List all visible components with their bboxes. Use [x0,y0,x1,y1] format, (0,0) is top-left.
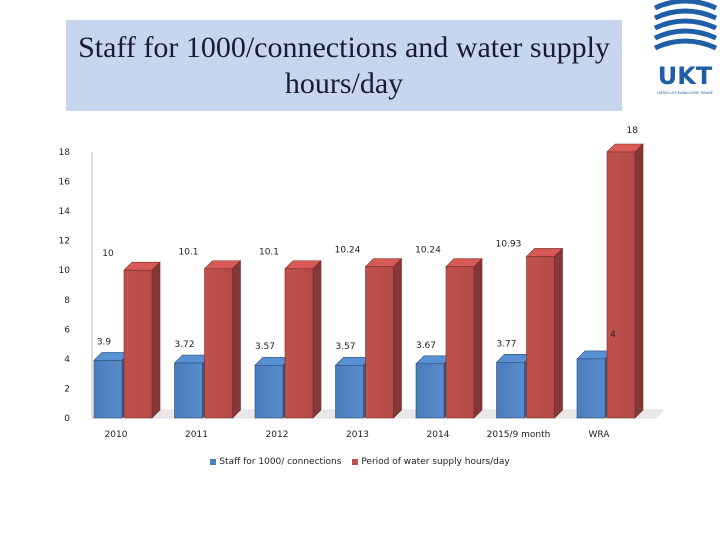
data-label: 10.93 [496,239,522,249]
bar-side [232,260,241,419]
legend-item-staff: Staff for 1000/ connections [210,457,341,467]
bar-supply-hours [123,269,153,419]
bar-supply-hours [284,268,314,419]
data-label: 4 [610,330,616,340]
bar-side [473,257,483,419]
data-label: 3.72 [174,340,194,350]
corner-label-group: 18 [627,126,639,136]
y-tick-label: 14 [59,207,71,217]
y-tick-label: 4 [64,355,70,365]
category-label: 2014 [427,430,450,440]
category-label: 2011 [185,430,208,440]
bar-staff [93,360,123,419]
y-tick-label: 2 [64,384,70,394]
bar-staff [174,362,203,419]
legend-label-staff: Staff for 1000/ connections [219,457,342,467]
bar-supply-hours [365,266,394,419]
y-tick-label: 8 [64,296,70,306]
bar-staff [576,358,606,419]
y-tick-label: 16 [59,178,71,188]
category-label: 2010 [105,430,128,440]
bar-side [312,260,322,419]
chart-title: Staff for 1000/connections and water sup… [78,30,610,100]
bar-staff [496,361,525,419]
data-label: 10.24 [415,246,441,256]
category-label: 2012 [266,430,289,440]
bar-staff [254,364,284,419]
data-label: 3.57 [255,342,275,352]
bar-staff [415,363,445,419]
data-label: 3.57 [335,342,355,352]
bar-side [393,257,402,419]
data-label: 3.77 [496,339,516,349]
bar-staff [335,364,364,419]
category-label: 2013 [346,430,369,440]
category-label: 2015/9 month [487,430,551,440]
bar-supply-hours [606,151,636,419]
bars-group [93,143,644,419]
y-tick-label: 6 [64,325,70,335]
ukt-logo: UKT UJËSJELLËS KANALIZIME TIRANË [653,0,718,95]
chart-title-box: Staff for 1000/connections and water sup… [66,20,622,111]
legend-swatch-staff [210,459,217,465]
legend-item-supply-hours: Period of water supply hours/day [352,457,510,467]
legend: Staff for 1000/ connections Period of wa… [0,457,720,468]
data-label: 3.9 [97,337,112,347]
bar-side [151,261,161,419]
data-label: 3.67 [416,341,436,351]
legend-swatch-supply-hours [352,459,359,465]
legend-label-supply-hours: Period of water supply hours/day [361,457,510,467]
bar-side [554,247,563,419]
bar-supply-hours [526,256,555,419]
category-labels-group: 2010 2011 2012 2013 2014 2015/9 month WRA [105,430,611,440]
logo-text: UKT [658,62,713,90]
y-tick-label: 12 [59,237,70,247]
logo-wave-mark [653,0,718,51]
data-label: 10.24 [335,246,361,256]
bar-side [634,143,644,419]
corner-value-label: 18 [627,126,639,136]
data-labels-group: 3.9 10 3.72 10.1 3.57 10.1 3.57 10.24 3.67 10.24 3… [97,239,616,352]
y-tick-label: 18 [59,148,71,158]
data-label: 10 [102,249,114,259]
bar-supply-hours [445,266,475,419]
y-tick-label: 0 [64,414,70,424]
y-tick-label: 10 [59,266,71,276]
data-label: 10.1 [259,248,279,258]
logo-subtitle: UJËSJELLËS KANALIZIME TIRANË [657,90,713,95]
data-label: 10.1 [178,248,198,258]
bar-supply-hours [204,268,233,419]
category-label: WRA [589,430,611,440]
